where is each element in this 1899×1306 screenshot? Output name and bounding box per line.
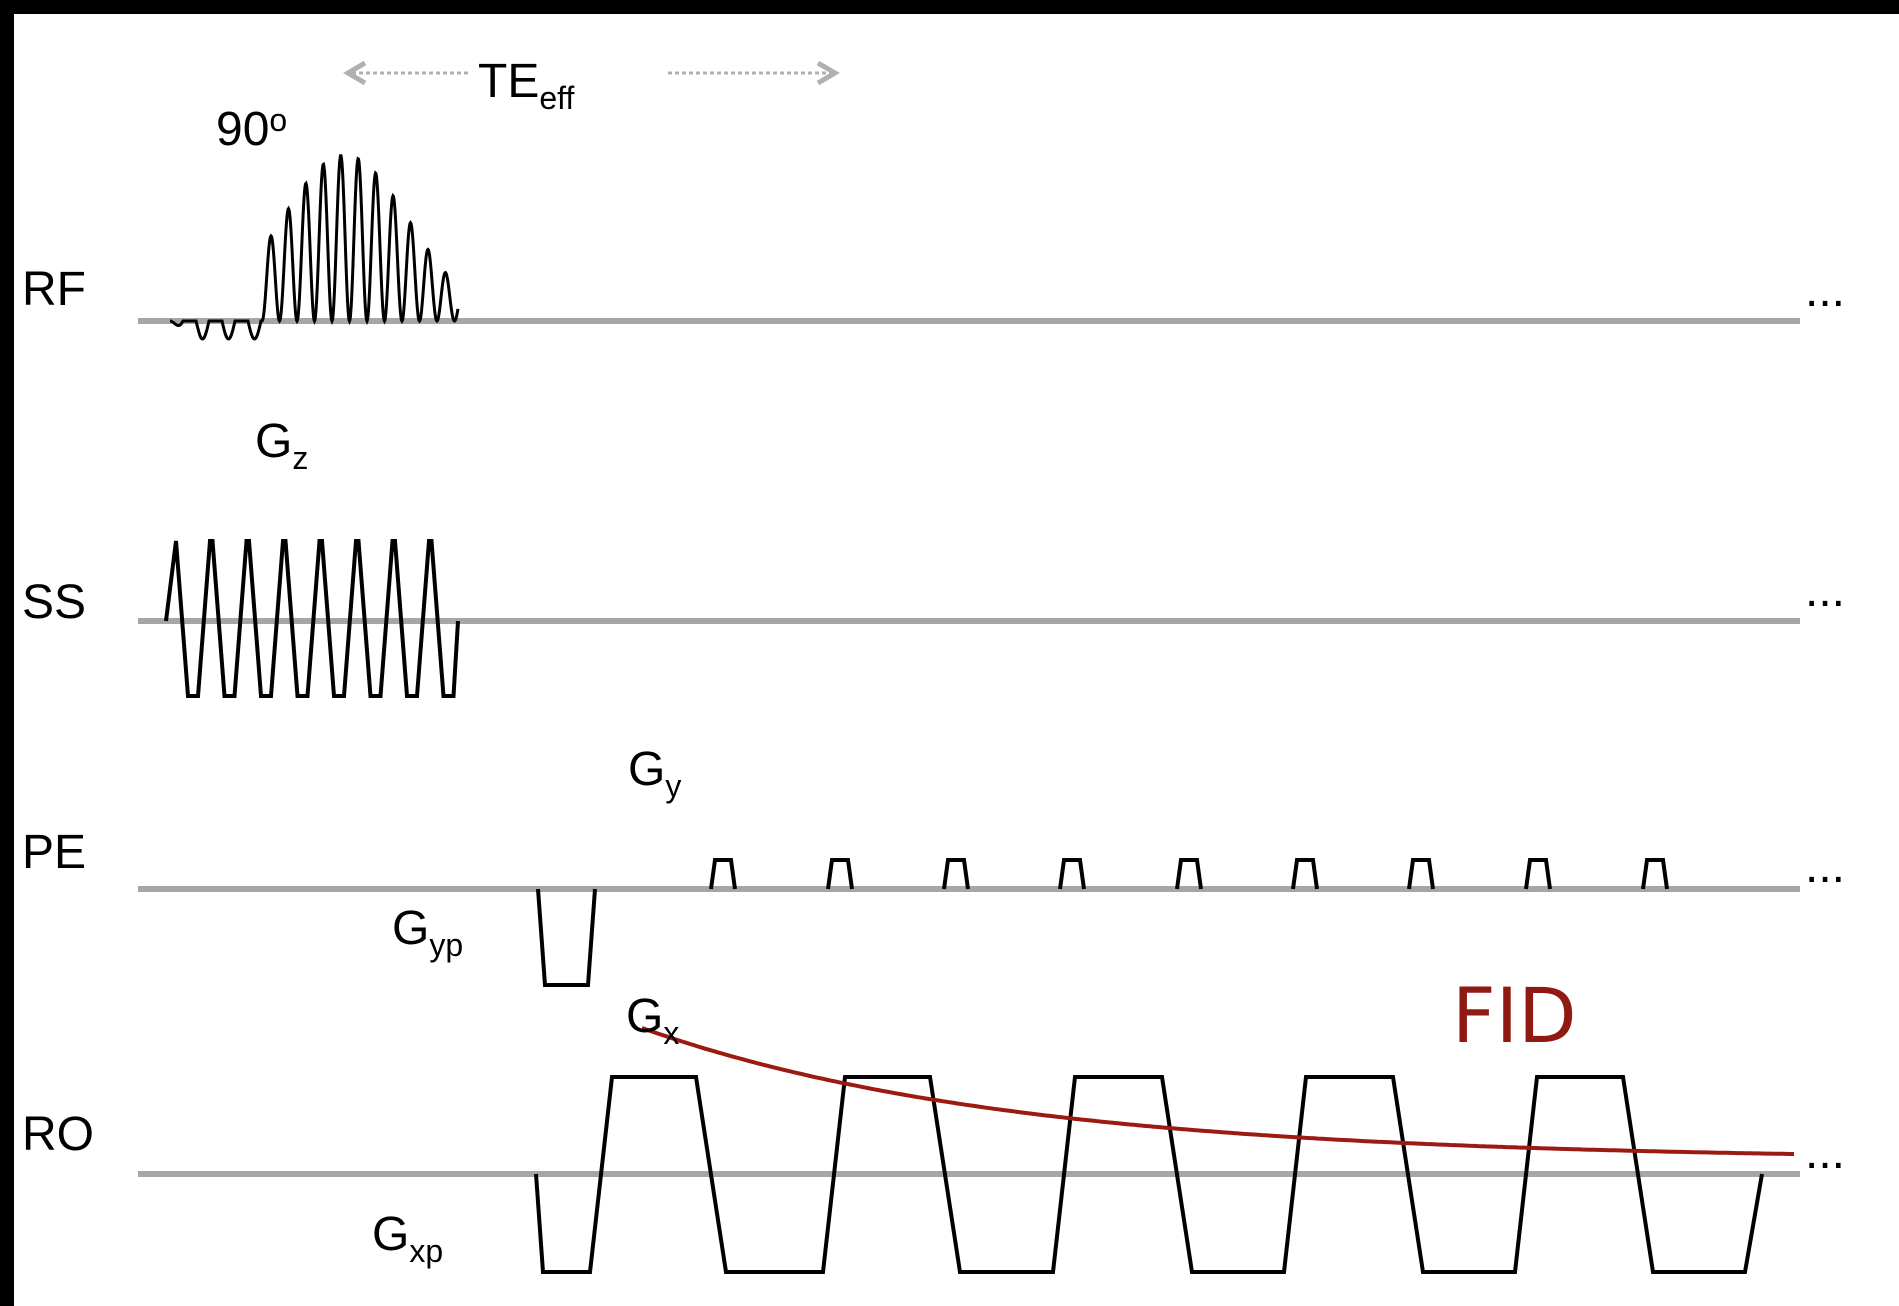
- flip-angle-label: 90o: [216, 102, 287, 156]
- row-label-ss: SS: [22, 576, 86, 629]
- pe-blip: [709, 858, 737, 890]
- ro-readout-gradient: [534, 1075, 1764, 1274]
- pe-blip: [1641, 858, 1669, 890]
- flip-angle-degree: o: [269, 102, 287, 138]
- fid-label: FID: [1452, 971, 1577, 1060]
- pe-blip: [1407, 858, 1435, 890]
- flip-angle-value: 90: [216, 103, 269, 156]
- pe-blip: [1058, 858, 1086, 890]
- gx-label: Gx: [626, 990, 679, 1051]
- gz-label: Gz: [255, 415, 308, 476]
- pe-blip: [1175, 858, 1203, 890]
- gy-label: Gy: [628, 743, 681, 804]
- gyp-label: Gyp: [392, 902, 463, 963]
- pe-blips: [709, 858, 1669, 890]
- pe-blip: [826, 858, 854, 890]
- pe-blip: [1291, 858, 1319, 890]
- ss-continuation: ...: [1805, 564, 1845, 617]
- pe-prephasing-lobe: [536, 888, 597, 987]
- row-label-ro: RO: [22, 1108, 94, 1161]
- te-sub: eff: [539, 80, 574, 116]
- ro-continuation: ...: [1805, 1126, 1845, 1179]
- rf-continuation: ...: [1805, 264, 1845, 317]
- te-arrow: [343, 60, 840, 86]
- ss-oscillating-gradient: [164, 539, 460, 698]
- rf-excitation-pulse: [170, 154, 460, 341]
- gxp-label: Gxp: [372, 1208, 443, 1269]
- pe-blip: [942, 858, 970, 890]
- pe-blip: [1524, 858, 1552, 890]
- te-label: TEeff: [478, 55, 574, 116]
- te-main: TE: [478, 55, 539, 108]
- pe-continuation: ...: [1805, 840, 1845, 893]
- fid-decay-curve: [641, 1026, 1794, 1156]
- row-label-pe: PE: [22, 826, 86, 879]
- row-label-rf: RF: [22, 263, 86, 316]
